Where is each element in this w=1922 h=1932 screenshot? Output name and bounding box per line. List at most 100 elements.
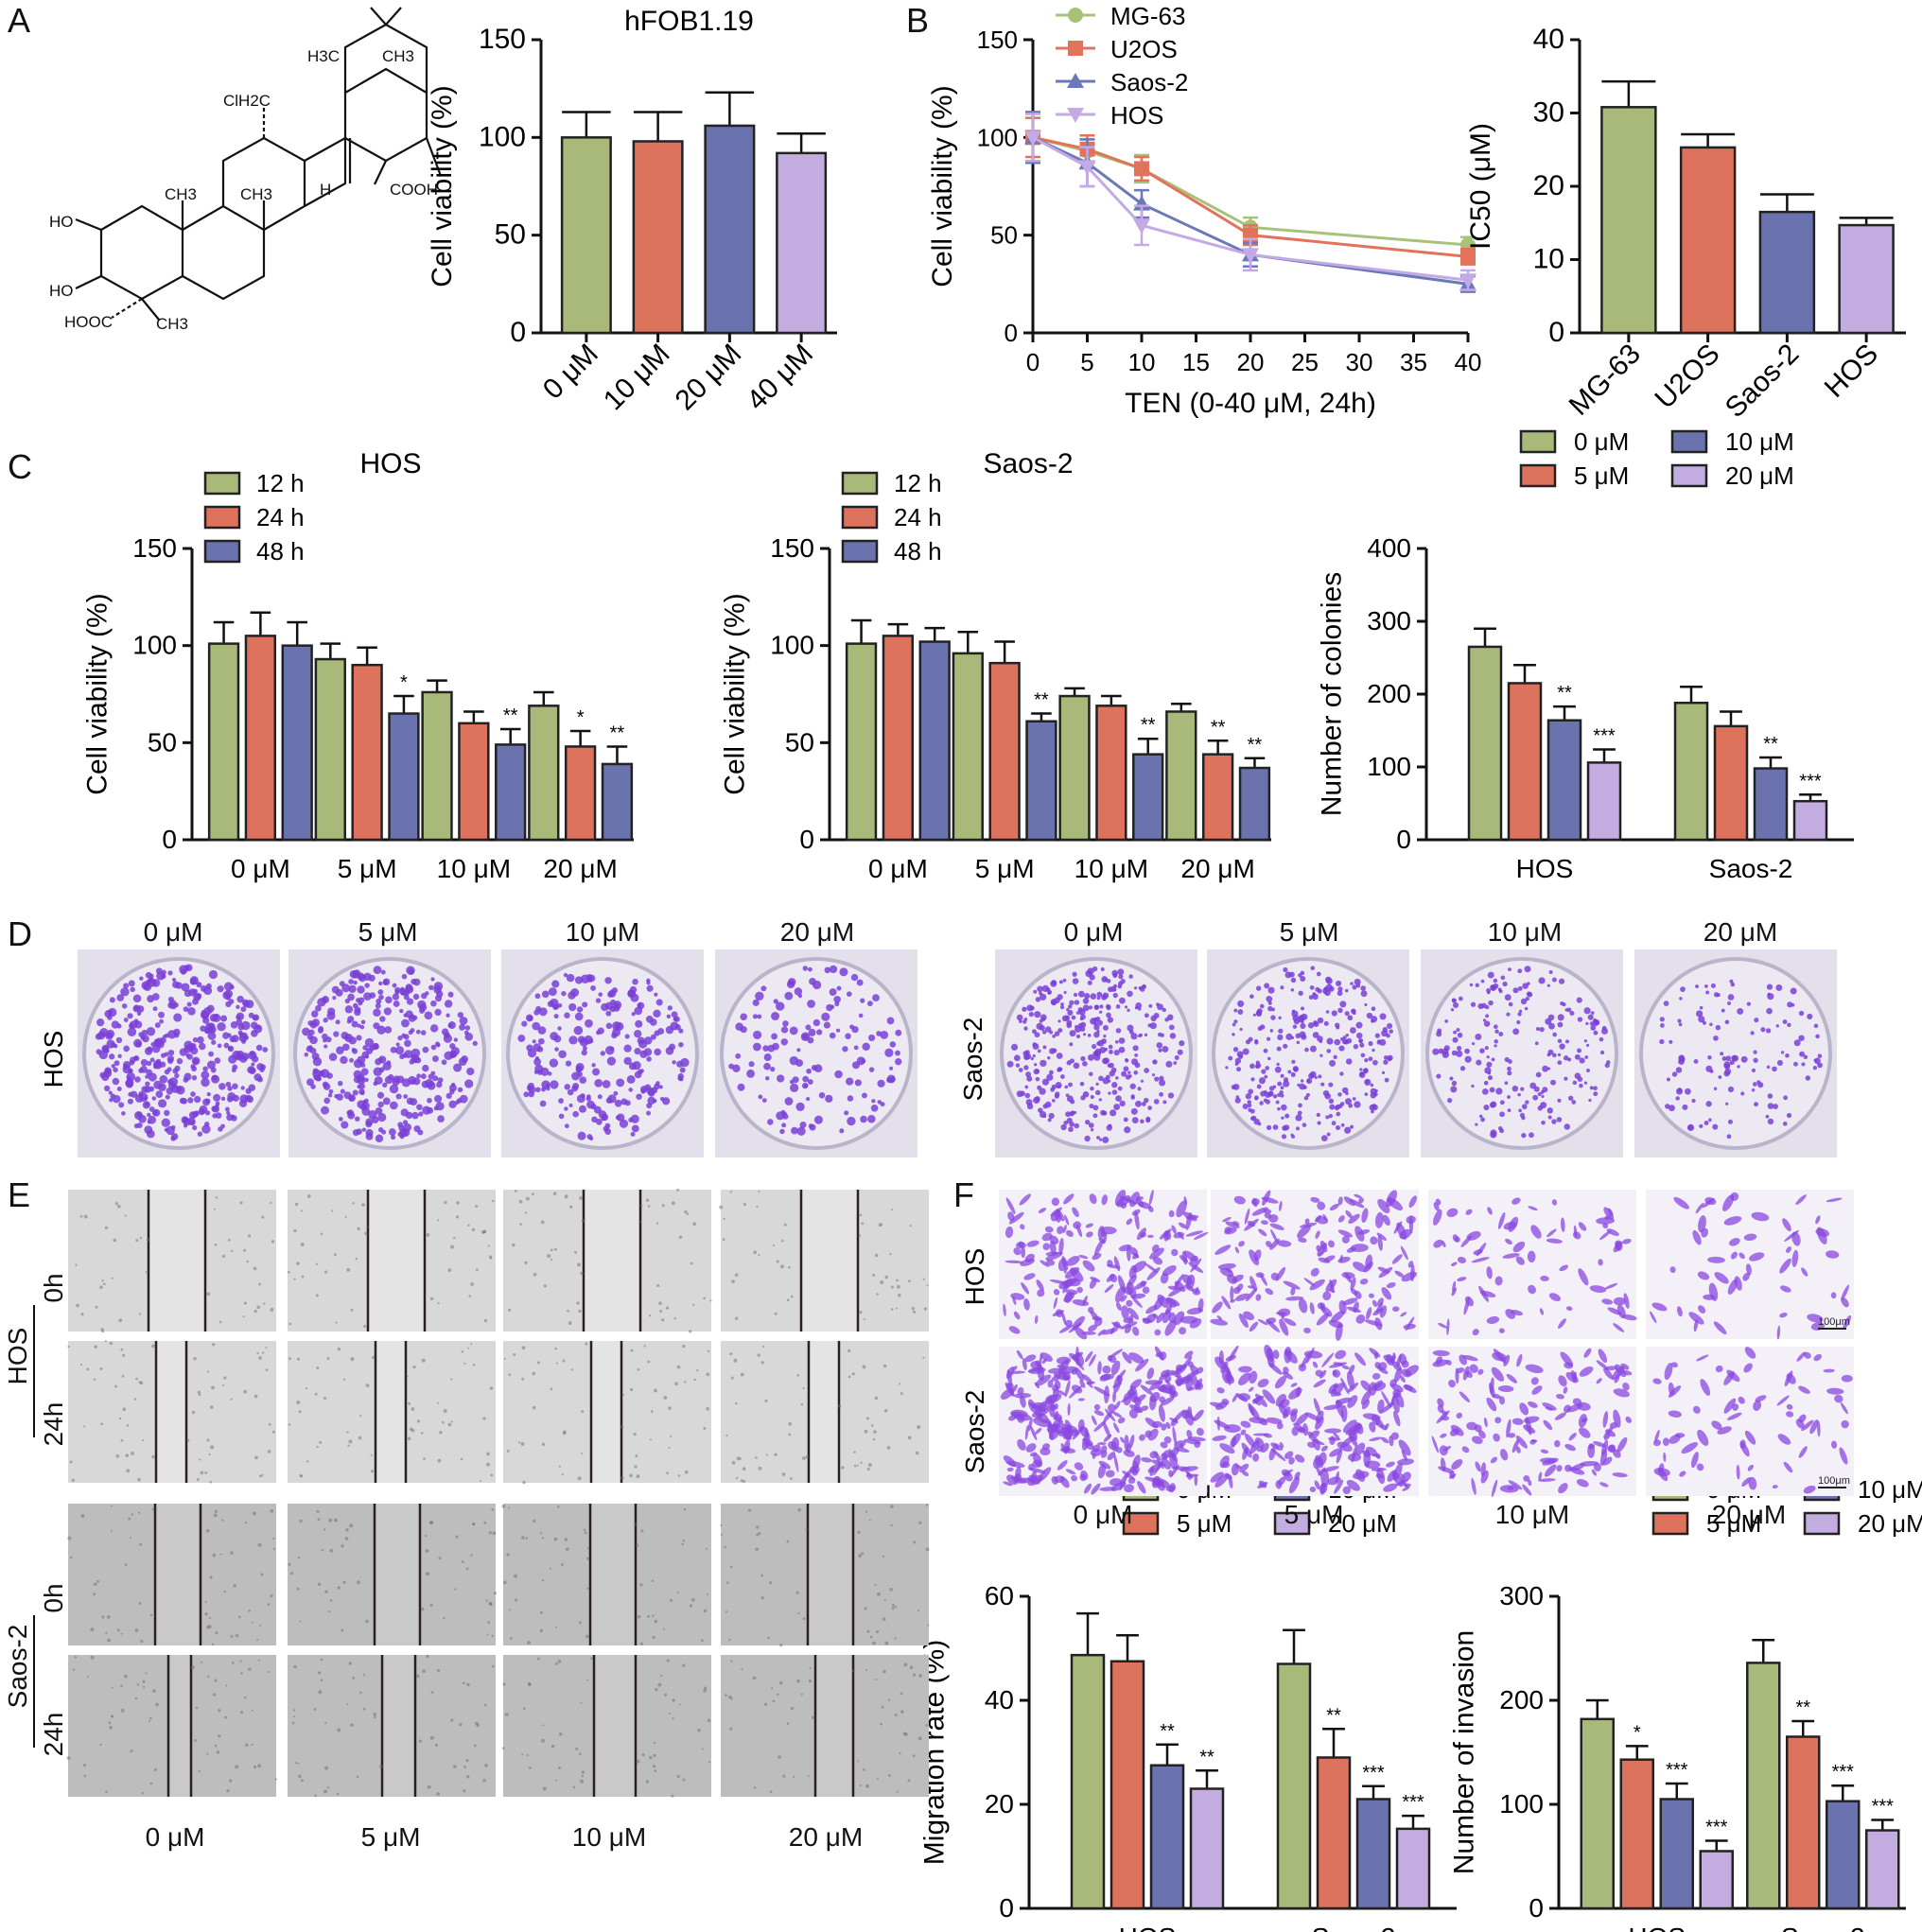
stained-cell: [1214, 1401, 1228, 1410]
cell-speck: [875, 1678, 878, 1680]
stained-cell: [1607, 1208, 1614, 1217]
stained-cell: [1530, 1225, 1542, 1239]
colony-dot: [1712, 1123, 1719, 1130]
stained-cell: [1164, 1304, 1173, 1315]
stained-cell: [1650, 1311, 1657, 1324]
cell-speck: [100, 1422, 104, 1426]
colony-dot: [1576, 997, 1582, 1003]
y-axis-title: Cell viability (%): [927, 85, 958, 287]
stained-cell: [1097, 1361, 1102, 1375]
stained-cell: [1623, 1293, 1630, 1309]
colony-dot: [1335, 1104, 1341, 1110]
colony-dot: [1766, 1007, 1773, 1015]
colony-dot: [1339, 1071, 1344, 1076]
cell-speck: [300, 1210, 304, 1212]
stained-cell: [1464, 1296, 1474, 1307]
cell-speck: [788, 1266, 791, 1269]
x-tick-label: 5: [1080, 348, 1093, 376]
colony-dot: [1564, 1123, 1571, 1130]
colony-dot: [1328, 1113, 1334, 1119]
cell-speck: [896, 1279, 899, 1282]
colony-dot: [323, 1083, 331, 1090]
stained-cell: [1067, 1402, 1071, 1417]
colony-dot: [600, 1051, 606, 1056]
colony-dot: [628, 1117, 634, 1123]
x-tick-label: 20: [1237, 348, 1265, 376]
stained-cell: [1134, 1280, 1147, 1290]
colony-dot: [1495, 1088, 1503, 1095]
stained-cell: [1090, 1311, 1099, 1321]
cell-speck: [230, 1635, 234, 1638]
colony-dot: [193, 1095, 201, 1104]
colony-dot: [99, 1071, 106, 1078]
colony-dot: [190, 1091, 196, 1097]
stained-cell: [1063, 1214, 1070, 1226]
colony-dot: [1323, 1020, 1329, 1026]
cell-speck: [488, 1531, 492, 1535]
stained-cell: [1283, 1469, 1294, 1476]
colony-dot: [227, 1086, 233, 1091]
colony-dot: [457, 1012, 464, 1018]
colony-dot: [871, 1099, 876, 1104]
stained-cell: [1239, 1463, 1249, 1472]
cell-speck: [318, 1671, 322, 1675]
colony-dot: [1724, 1019, 1730, 1025]
cell-speck: [437, 1219, 440, 1222]
stained-cell: [1486, 1397, 1497, 1412]
colony-dot: [1040, 1059, 1047, 1068]
stained-cell: [1024, 1253, 1035, 1262]
cell-speck: [735, 1476, 739, 1480]
transwell-image: [1646, 1347, 1854, 1496]
stained-cell: [1491, 1479, 1498, 1498]
stained-cell: [1372, 1299, 1378, 1308]
cell-speck: [557, 1660, 562, 1663]
stained-cell: [1613, 1409, 1621, 1428]
cell-speck: [720, 1533, 723, 1536]
colony-dot: [146, 1069, 153, 1076]
colony-dot: [601, 1114, 607, 1122]
cell-speck: [654, 1769, 657, 1772]
cell-speck: [872, 1437, 876, 1441]
stained-cell: [1068, 1322, 1082, 1333]
colony-dot: [228, 1054, 237, 1064]
colony-dot: [164, 1052, 169, 1057]
stained-cell: [1171, 1248, 1179, 1257]
stained-cell: [1085, 1223, 1093, 1228]
colony-dot: [376, 1025, 386, 1035]
stained-cell: [1698, 1305, 1706, 1314]
colony-dot: [1085, 969, 1092, 978]
cell-speck: [633, 1433, 637, 1436]
colony-dot: [338, 1080, 343, 1087]
stained-cell: [1160, 1369, 1169, 1378]
cell-speck: [581, 1410, 585, 1414]
stained-cell: [1809, 1419, 1819, 1435]
cell-speck: [729, 1191, 733, 1193]
colony-dot: [1725, 1102, 1729, 1105]
colony-dot: [235, 1052, 244, 1061]
cell-speck: [758, 1466, 762, 1471]
cell-speck: [412, 1365, 416, 1369]
cell-speck: [297, 1357, 301, 1361]
colony-dot: [1577, 1017, 1583, 1022]
colony-dot: [1242, 1103, 1249, 1109]
stained-cell: [1017, 1438, 1026, 1451]
colony-dot: [1110, 985, 1117, 992]
x-tick-label: Saos-2: [1709, 854, 1793, 883]
cell-speck: [378, 1765, 383, 1768]
colony-dot: [1306, 1078, 1313, 1085]
stained-cell: [1493, 1349, 1507, 1364]
stained-cell: [1119, 1478, 1127, 1491]
stained-cell: [1480, 1470, 1489, 1484]
stained-cell: [1145, 1305, 1158, 1314]
colony-dot: [1737, 1065, 1740, 1069]
stained-cell: [1472, 1436, 1483, 1445]
colony-dot: [1265, 1066, 1270, 1070]
colony-dot: [1058, 980, 1063, 984]
colony-dot: [193, 1058, 199, 1065]
stained-cell: [1602, 1411, 1609, 1428]
bar: [495, 743, 527, 842]
cell-speck: [455, 1535, 459, 1539]
colony-dot: [464, 1079, 474, 1088]
stained-cell: [1258, 1228, 1267, 1237]
colony-dot: [1117, 1086, 1123, 1091]
